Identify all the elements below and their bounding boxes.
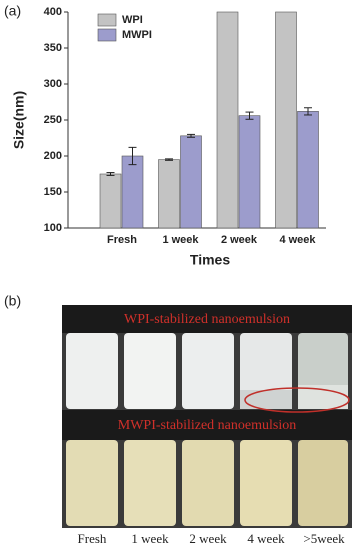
bar: [99, 173, 122, 229]
x-axis-label: Times: [190, 252, 230, 268]
x-tick-label: 4 week: [279, 234, 316, 246]
y-tick-label: 150: [44, 186, 62, 198]
legend-label: WPI: [122, 14, 143, 26]
photo-labels: Fresh 1 week 2 week 4 week >5week: [78, 531, 346, 546]
panel-label: (a): [4, 3, 21, 19]
bar: [238, 115, 261, 229]
plot: 100 150 200 250 300 350 400 Fresh 1 week 2 week 4 …: [44, 6, 326, 246]
bar: [216, 11, 239, 229]
y-tick-label: 250: [44, 114, 62, 126]
photo-caption: MWPI-stabilized nanoemulsion: [118, 418, 296, 433]
photo-band: [62, 305, 352, 333]
vials-bottom: [66, 440, 348, 526]
y-tick-label: 350: [44, 42, 62, 54]
panel-label: (b): [4, 293, 21, 309]
x-tick-label: 1 week: [162, 234, 199, 246]
photo-label: >5week: [303, 531, 345, 546]
x-tick-label: 2 week: [221, 234, 258, 246]
bar: [121, 155, 144, 229]
legend-swatch: [97, 13, 117, 27]
y-tick-label: 300: [44, 78, 62, 90]
highlight-ellipse: [244, 387, 350, 413]
photo: WPI-stabilized nanoemulsion MWPI-stabili…: [62, 305, 352, 528]
photo-label: 1 week: [131, 531, 169, 546]
bar: [297, 111, 319, 229]
bar: [158, 159, 180, 229]
photo-label: 4 week: [247, 531, 285, 546]
vials-top: [66, 333, 348, 409]
bar: [180, 135, 202, 229]
y-tick-label: 100: [44, 222, 62, 234]
bar: [275, 11, 297, 229]
photo-label: Fresh: [78, 531, 107, 546]
photo-caption: WPI-stabilized nanoemulsion: [124, 312, 290, 327]
photo-label: 2 week: [189, 531, 227, 546]
y-tick-label: 200: [44, 150, 62, 162]
legend-label: MWPI: [122, 29, 152, 41]
y-axis-label: Size(nm): [11, 91, 27, 149]
legend-swatch: [97, 28, 117, 42]
y-tick-label: 400: [44, 6, 62, 18]
x-tick-label: Fresh: [107, 234, 137, 246]
photo-band: [62, 410, 352, 440]
